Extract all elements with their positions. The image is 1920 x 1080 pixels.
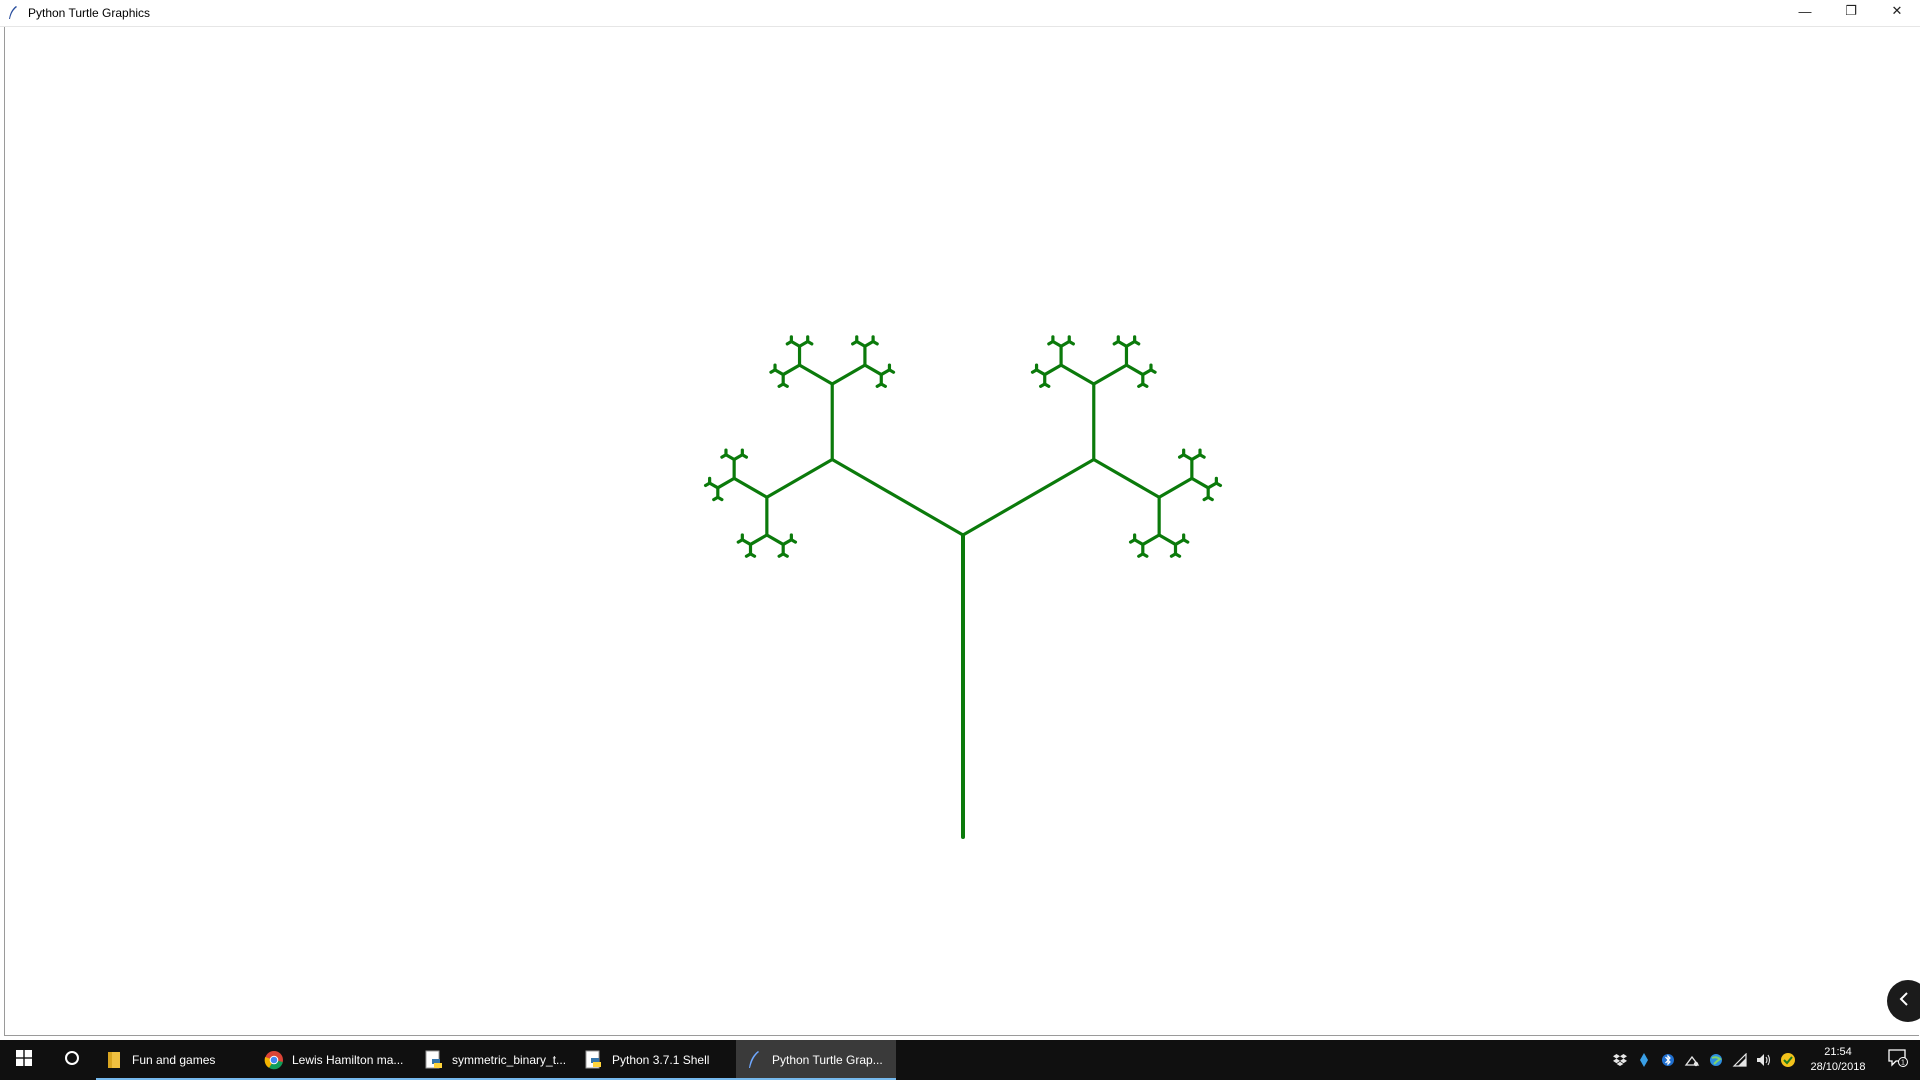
tree-branch [1157, 476, 1194, 499]
network-tool-icon[interactable] [1680, 1040, 1704, 1080]
tree-branch [863, 363, 883, 377]
tree-branch [1039, 382, 1047, 388]
taskbar-item-python-shell[interactable]: Python 3.7.1 Shell [576, 1040, 736, 1080]
tree-branch [777, 382, 785, 388]
taskbar-item-label: Fun and games [132, 1053, 216, 1067]
tree-branch [1137, 382, 1145, 388]
feather-icon [6, 6, 20, 20]
window-titlebar[interactable]: Python Turtle Graphics — ❐ ✕ [0, 0, 1920, 27]
volume-icon[interactable] [1752, 1040, 1776, 1080]
taskbar-item-label: Python 3.7.1 Shell [612, 1053, 710, 1067]
tree-branch [781, 363, 802, 377]
open-indicator [256, 1078, 416, 1080]
wifi-icon[interactable] [1728, 1040, 1752, 1080]
tree-branch [1190, 476, 1210, 490]
tree-branch [765, 533, 785, 547]
chevron-left-icon [1899, 991, 1909, 1011]
globe-icon[interactable] [1704, 1040, 1728, 1080]
python-file-icon [424, 1050, 444, 1070]
start-button[interactable] [0, 1040, 48, 1080]
taskbar-item-fun-and-games[interactable]: Fun and games [96, 1040, 256, 1080]
taskbar-item-label: Python Turtle Grap... [772, 1053, 883, 1067]
clock-time: 21:54 [1824, 1046, 1852, 1058]
windows-logo-icon [16, 1049, 32, 1071]
taskbar: Fun and games Lewis Hamilton ma... [0, 1040, 1920, 1080]
tree-branch [765, 457, 834, 499]
side-panel-toggle[interactable] [1887, 980, 1920, 1022]
tree-branch [887, 368, 896, 374]
security-status-icon[interactable] [1776, 1040, 1800, 1080]
tree-branch [1092, 363, 1129, 386]
tree-branch [1149, 368, 1157, 374]
close-button[interactable]: ✕ [1874, 0, 1920, 22]
system-tray: 21:54 28/10/2018 1 [1608, 1040, 1920, 1080]
tree-branch [1182, 538, 1190, 544]
tree-branch [712, 495, 720, 502]
close-icon: ✕ [1891, 3, 1903, 18]
tree-branch [1059, 363, 1096, 386]
window-title: Python Turtle Graphics [28, 6, 151, 20]
tree-branch [748, 533, 769, 547]
action-center-button[interactable]: 1 [1876, 1040, 1920, 1080]
tree-branch [1043, 363, 1063, 377]
cortana-button[interactable] [48, 1040, 96, 1080]
pen-sync-icon[interactable] [1632, 1040, 1656, 1080]
tree-branch [789, 538, 798, 544]
bluetooth-icon[interactable] [1656, 1040, 1680, 1080]
taskbar-item-symmetric-binary-tree[interactable]: symmetric_binary_t... [416, 1040, 576, 1080]
dropbox-icon[interactable] [1608, 1040, 1632, 1080]
notification-count: 1 [1901, 1059, 1905, 1066]
taskbar-item-label: symmetric_binary_t... [452, 1053, 567, 1067]
tree-branch [1169, 552, 1178, 558]
tree-branch [1092, 457, 1161, 499]
tree-branch [732, 476, 769, 499]
tree-branch [875, 382, 883, 388]
turtle-feather-icon [744, 1050, 764, 1070]
clock-date: 28/10/2018 [1810, 1061, 1866, 1073]
tree-branch [1137, 552, 1145, 558]
minimize-icon: — [1798, 3, 1812, 19]
tree-branch [1157, 533, 1178, 547]
turtle-canvas-frame [4, 27, 1920, 1036]
open-indicator [576, 1078, 736, 1080]
clock[interactable]: 21:54 28/10/2018 [1800, 1040, 1876, 1080]
tree-branch [1198, 453, 1206, 459]
window-controls: — ❐ ✕ [1782, 0, 1920, 22]
open-indicator [96, 1078, 256, 1080]
tree-branch [744, 552, 753, 558]
cortana-circle-icon [64, 1050, 80, 1071]
restore-button[interactable]: ❐ [1828, 0, 1874, 22]
open-indicator [416, 1078, 576, 1080]
taskbar-item-chrome[interactable]: Lewis Hamilton ma... [256, 1040, 416, 1080]
tree-branch [716, 476, 736, 490]
fractal-tree [703, 335, 1223, 839]
minimize-button[interactable]: — [1782, 0, 1828, 22]
tree-branch [806, 339, 814, 346]
tree-branch [1202, 495, 1210, 502]
tree-branch [961, 457, 1096, 537]
tree-branch [777, 552, 785, 558]
tree-branch [830, 363, 867, 386]
taskbar-item-label: Lewis Hamilton ma... [292, 1053, 404, 1067]
tree-branch [1141, 533, 1161, 547]
taskbar-item-python-turtle-graphics[interactable]: Python Turtle Grap... [736, 1040, 896, 1080]
tree-branch [740, 453, 749, 459]
tree-branch [1214, 481, 1223, 488]
tree-branch [797, 363, 834, 386]
tree-branch [1133, 339, 1141, 346]
tree-branch [830, 457, 965, 537]
turtle-canvas[interactable] [5, 27, 1919, 1035]
tree-branch [871, 339, 879, 346]
python-shell-icon [584, 1050, 604, 1070]
active-indicator [736, 1078, 896, 1080]
chrome-icon [264, 1050, 284, 1070]
notification-icon: 1 [1888, 1048, 1908, 1072]
tree-branch [1124, 363, 1145, 377]
restore-icon: ❐ [1845, 3, 1857, 18]
tree-branch [1067, 339, 1075, 346]
folder-icon [104, 1050, 124, 1070]
